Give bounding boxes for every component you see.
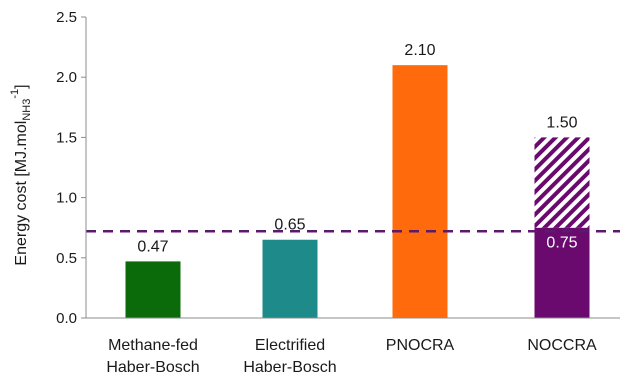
y-axis-title: Energy cost [MJ.molNH3-1] xyxy=(9,84,33,265)
bar xyxy=(392,65,448,318)
y-tick-label: 1.5 xyxy=(56,129,77,146)
y-tick-label: 2.0 xyxy=(56,69,77,86)
y-axis-ticks: 0.0 0.5 1.0 1.5 2.0 2.5 xyxy=(56,9,86,327)
bars xyxy=(125,65,590,318)
bar xyxy=(262,239,318,318)
bar xyxy=(125,261,181,318)
bar-hatched-segment xyxy=(534,137,590,228)
bar-value-label: 0.47 xyxy=(137,238,168,255)
data-labels: 0.47 0.65 2.10 0.75 1.50 xyxy=(137,42,577,255)
bar-solid-segment xyxy=(534,227,590,318)
bar-value-label: 0.65 xyxy=(274,217,305,234)
y-axis-title-group: Energy cost [MJ.molNH3-1] xyxy=(9,84,33,265)
bar-value-label: 2.10 xyxy=(404,42,435,59)
y-tick-label: 1.0 xyxy=(56,190,77,207)
segment-label: 0.75 xyxy=(546,235,577,252)
x-axis-labels: Methane-fed Haber-Bosch Electrified Haber-B… xyxy=(106,337,597,376)
x-category-label: Methane-fed Haber-Bosch xyxy=(106,337,199,376)
x-category-label: Electrified Haber-Bosch xyxy=(243,337,336,376)
axis-lines xyxy=(85,17,620,319)
x-category-label: PNOCRA xyxy=(386,337,455,354)
x-category-label: NOCCRA xyxy=(527,337,597,354)
y-tick-label: 0.0 xyxy=(56,310,77,327)
y-tick-label: 2.5 xyxy=(56,9,77,26)
bar-value-label: 1.50 xyxy=(546,114,577,131)
y-tick-label: 0.5 xyxy=(56,250,77,267)
